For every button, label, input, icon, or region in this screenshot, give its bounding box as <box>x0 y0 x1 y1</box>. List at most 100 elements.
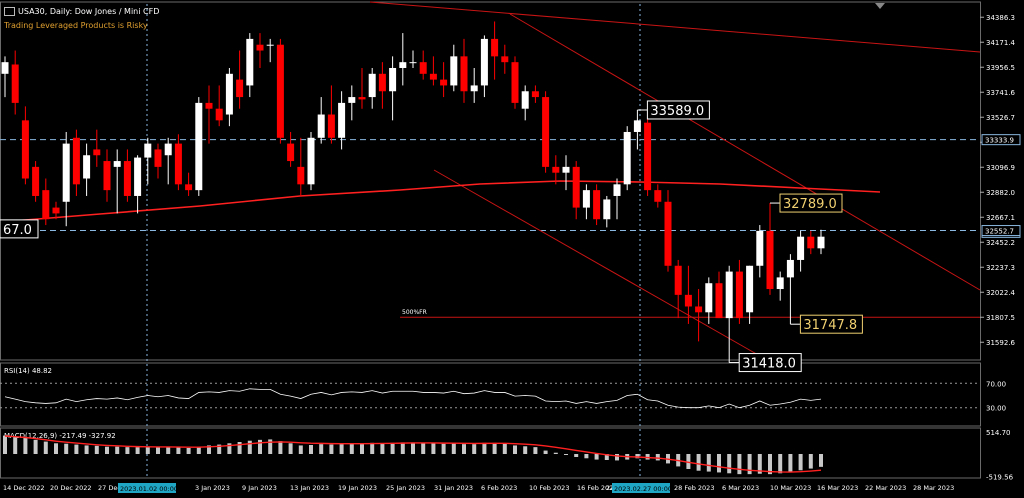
macd-bar <box>584 454 589 459</box>
candle-body <box>735 271 743 319</box>
macd-bar <box>615 454 619 461</box>
macd-bar <box>808 454 813 469</box>
x-axis-label: 9 Jan 2023 <box>242 484 277 492</box>
macd-title: MACD(12,26,9) -217.49 -327.92 <box>4 432 116 440</box>
x-axis-label: 13 Jan 2023 <box>290 484 329 492</box>
candle-body <box>378 73 386 92</box>
chart-title: USA30, Daily: Dow Jones / Mini CFD <box>4 7 159 16</box>
macd-bar <box>360 443 364 454</box>
candle-body <box>348 97 356 103</box>
annotation-label: 31418.0 <box>742 357 796 372</box>
candle-body <box>134 157 142 196</box>
candle-body <box>725 271 733 319</box>
macd-bar <box>421 442 426 454</box>
macd-bar <box>135 447 140 454</box>
candle-body <box>256 44 264 51</box>
candle-body <box>93 149 101 156</box>
annotation-box <box>779 193 843 213</box>
candle-body <box>654 190 662 202</box>
candle-body <box>807 236 815 249</box>
crosshair-date-box <box>118 483 176 493</box>
candle-body <box>593 190 601 220</box>
channel-upper-line <box>509 13 981 291</box>
candle-body <box>307 137 315 185</box>
candle-body <box>419 62 427 74</box>
rsi-title: RSI(14) 48.82 <box>4 367 52 375</box>
candle-body <box>276 44 284 138</box>
macd-bar <box>441 443 446 454</box>
candle-body <box>797 236 805 260</box>
candle-body <box>450 56 458 86</box>
candle-body <box>11 64 19 103</box>
macd-bar <box>564 454 568 455</box>
trendline <box>369 1 981 53</box>
macd-bar <box>54 443 58 454</box>
macd-bar <box>717 454 721 473</box>
candle-body <box>123 161 131 196</box>
price-tick-label: 32237.3 <box>986 264 1015 272</box>
macd-bar <box>696 454 701 471</box>
candle-body <box>786 259 794 278</box>
macd-bar <box>64 443 69 454</box>
candle-body <box>185 184 193 191</box>
crosshair-date-label: 2023.02.27 00:00 <box>614 485 672 493</box>
macd-bar <box>513 445 517 454</box>
price-tick-label: 34171.4 <box>986 39 1015 47</box>
macd-bar <box>686 454 691 469</box>
candle-body <box>460 56 468 92</box>
candle-body <box>389 67 397 92</box>
macd-bar <box>186 448 191 454</box>
candle-body <box>817 236 825 249</box>
price-tick-label: 33956.5 <box>986 64 1015 72</box>
macd-bar <box>94 445 99 454</box>
candle-body <box>409 62 417 64</box>
candle-body <box>572 166 580 208</box>
macd-bar <box>635 454 640 459</box>
candle-body <box>327 114 335 138</box>
candle-body <box>715 283 723 319</box>
candle-body <box>103 161 111 191</box>
macd-bar <box>319 444 324 454</box>
macd-panel-border <box>0 427 981 479</box>
candle-body <box>674 265 682 295</box>
macd-bar <box>533 447 538 454</box>
candle-body <box>42 190 50 220</box>
macd-bar <box>502 443 507 454</box>
macd-bar <box>553 452 558 454</box>
macd-bar <box>156 447 160 454</box>
x-axis-label: 25 Jan 2023 <box>386 484 425 492</box>
rsi-tick-label: 30.00 <box>986 405 1006 413</box>
candle-body <box>174 143 182 185</box>
candle-body <box>684 294 692 307</box>
macd-bar <box>227 443 232 454</box>
annotation-box <box>738 353 802 373</box>
candle-body <box>521 91 529 109</box>
price-tick-label: 32022.4 <box>986 289 1015 297</box>
candle-body <box>1 62 9 74</box>
x-axis-label: 10 Mar 2023 <box>770 484 811 492</box>
candle-body <box>756 230 764 266</box>
annotation-box <box>0 219 39 239</box>
price-tick-label: 33741.6 <box>986 89 1015 97</box>
macd-bar <box>543 450 548 454</box>
candle-body <box>470 85 478 92</box>
candle-body <box>297 166 305 185</box>
macd-bar <box>380 443 385 454</box>
annotation-box <box>799 314 863 334</box>
macd-bar <box>462 444 466 454</box>
candle-body <box>195 102 203 191</box>
price-tick-label: 32452.2 <box>986 239 1015 247</box>
candle-body <box>776 277 784 290</box>
price-tick-label: 34386.3 <box>986 14 1015 22</box>
moving-average-line <box>0 180 881 223</box>
macd-bar <box>105 446 109 454</box>
x-axis-label: 22 Mar 2023 <box>865 484 906 492</box>
candle-body <box>246 38 254 86</box>
price-tick-label: 31807.5 <box>986 314 1015 322</box>
candle-body <box>399 62 407 68</box>
macd-bar <box>166 446 171 454</box>
candle-body <box>562 166 570 173</box>
candle-body <box>582 190 590 208</box>
macd-tick-label: -519.56 <box>986 473 1014 481</box>
